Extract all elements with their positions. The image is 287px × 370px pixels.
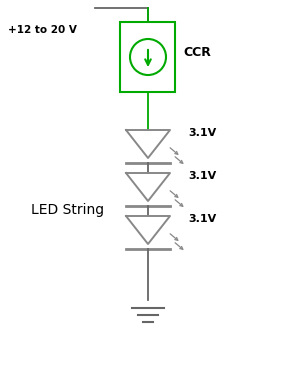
Text: 3.1V: 3.1V <box>188 214 216 224</box>
Text: +12 to 20 V: +12 to 20 V <box>8 25 77 35</box>
Text: LED String: LED String <box>32 203 104 217</box>
Text: 3.1V: 3.1V <box>188 171 216 181</box>
Text: CCR: CCR <box>183 46 211 58</box>
Bar <box>120 22 175 92</box>
Text: 3.1V: 3.1V <box>188 128 216 138</box>
